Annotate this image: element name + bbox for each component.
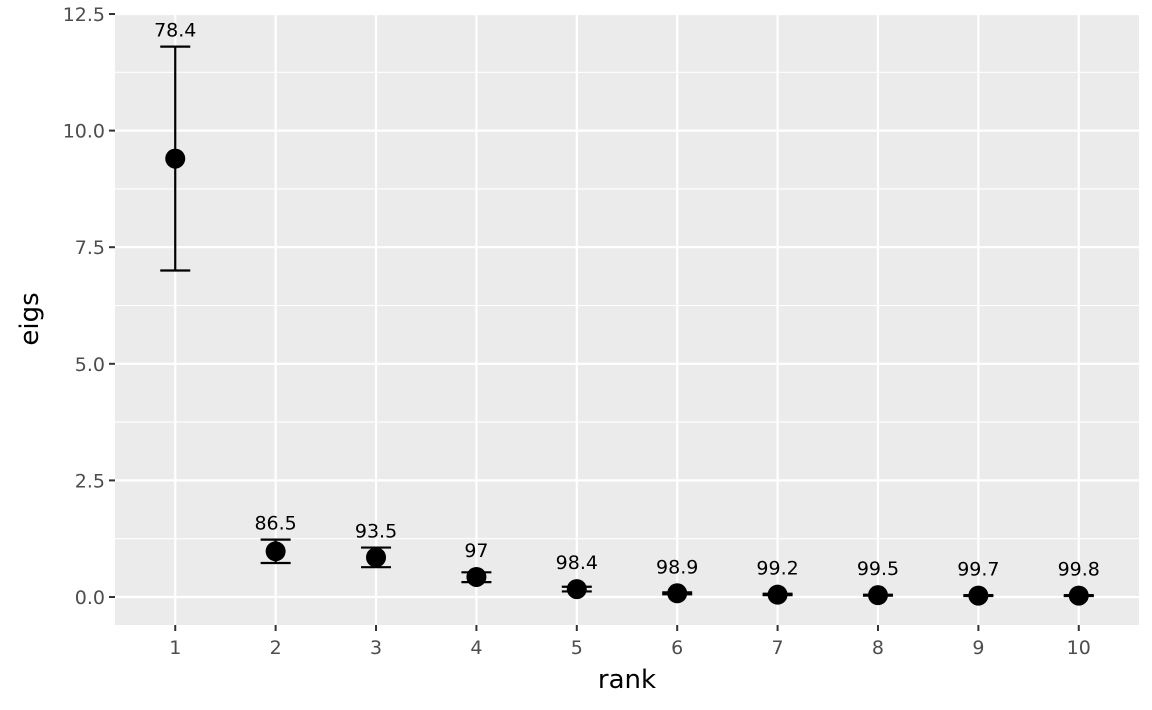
data-point [767,584,788,605]
x-tick-label: 6 [671,637,683,659]
x-tick-label: 4 [470,637,482,659]
data-point [566,579,587,600]
data-label: 99.5 [857,558,899,580]
y-axis-title: eigs [15,292,45,345]
data-label: 98.9 [656,556,698,578]
data-point [968,585,989,606]
y-tick-label: 12.5 [63,4,105,26]
data-point [366,547,387,568]
y-tick-label: 10.0 [63,121,105,143]
y-tick-label: 0.0 [75,587,105,609]
data-label: 93.5 [355,520,397,542]
y-tick-label: 7.5 [75,237,105,259]
x-axis-title: rank [598,665,656,695]
data-label: 97 [464,540,488,562]
data-label: 86.5 [254,513,296,535]
data-label: 98.4 [556,552,598,574]
data-point [165,148,186,169]
x-tick-label: 5 [571,637,583,659]
x-tick-label: 2 [270,637,282,659]
data-point [1068,585,1089,606]
axes: 0.0 2.5 5.0 7.5 10.0 12.5 1 2 3 4 5 6 7 8 9 10 [63,4,1091,659]
x-tick-label: 1 [169,637,181,659]
data-label: 99.2 [756,558,798,580]
x-tick-label: 7 [772,637,784,659]
x-tick-label: 9 [972,637,984,659]
grid-lines [115,12,1139,625]
plot-panel [115,14,1139,625]
data-label: 99.7 [957,559,999,581]
data-label: 78.4 [154,20,196,42]
data-point [667,583,688,604]
data-label: 99.8 [1058,559,1100,581]
data-point [867,585,888,606]
y-tick-label: 5.0 [75,354,105,376]
x-tick-label: 8 [872,637,884,659]
x-tick-label: 3 [370,637,382,659]
y-tick-label: 2.5 [75,470,105,492]
data-point [466,566,487,587]
data-marks: 78.4 86.5 93.5 97 98.4 98.9 99.2 99.5 99.7 99.8 [154,20,1100,606]
data-point [265,541,286,562]
x-tick-label: 10 [1067,637,1091,659]
